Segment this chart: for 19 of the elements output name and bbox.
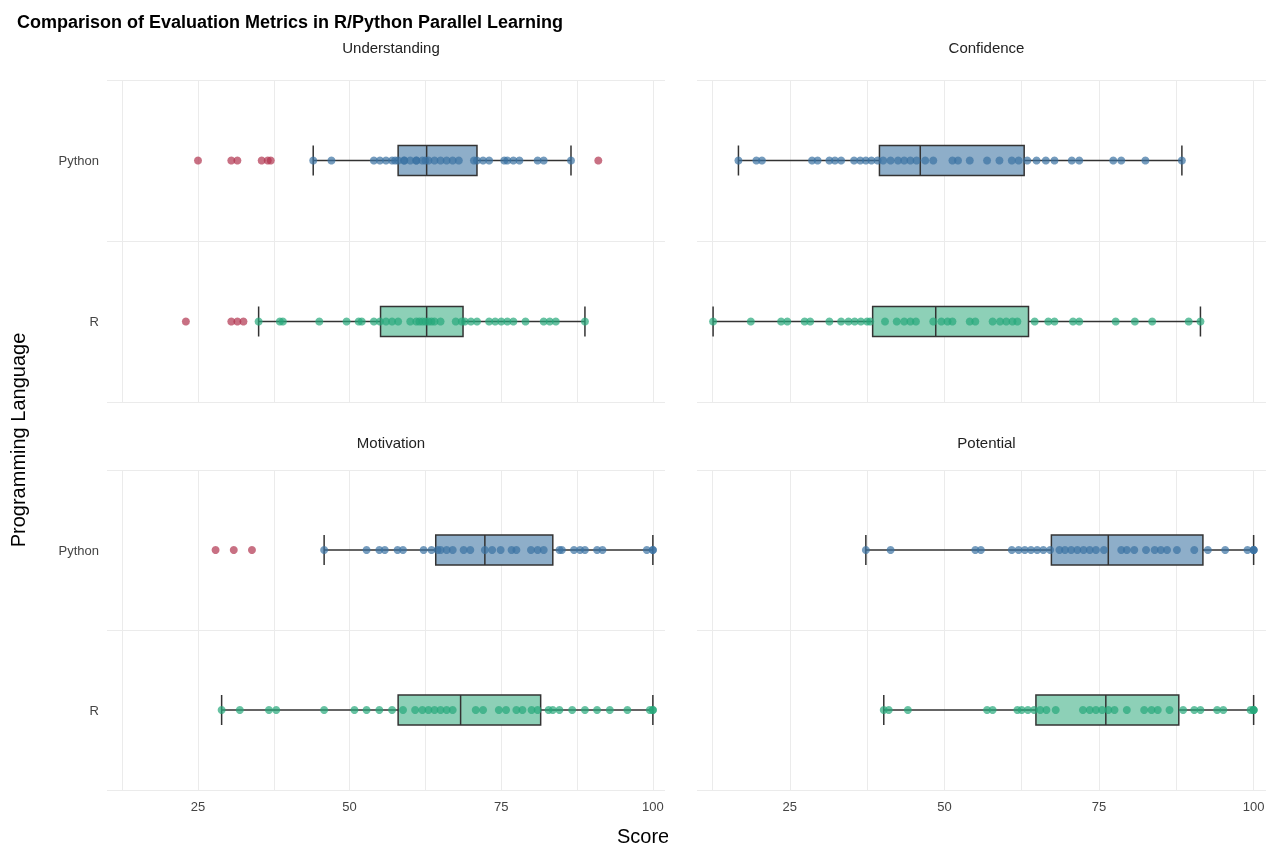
y-tick-label: Python	[58, 153, 99, 168]
y-tick-label: R	[89, 702, 99, 718]
x-tick-label: 75	[494, 799, 509, 814]
chart-subtitle: Potential	[957, 434, 1016, 451]
x-tick-label: 25	[190, 799, 206, 814]
chart-subtitle: Motivation	[356, 434, 426, 451]
x-tick-label: 50	[937, 799, 952, 814]
x-tick-label: 100	[1242, 799, 1265, 814]
chart-subtitle: Confidence	[948, 39, 1025, 56]
x-tick-label: 100	[642, 799, 664, 814]
y-tick-label: R	[89, 314, 99, 329]
chart-subtitle: Understanding	[342, 39, 440, 56]
x-tick-label: 25	[782, 799, 798, 814]
y-axis-title: Programming Language	[6, 332, 30, 548]
chart-title: Comparison of Evaluation Metrics in R/Python Parallel Learning	[17, 12, 564, 32]
x-axis-title: Score	[617, 825, 670, 847]
y-tick-label: Python	[58, 542, 99, 558]
x-tick-label: 50	[342, 799, 357, 814]
x-tick-label: 75	[1091, 799, 1107, 814]
